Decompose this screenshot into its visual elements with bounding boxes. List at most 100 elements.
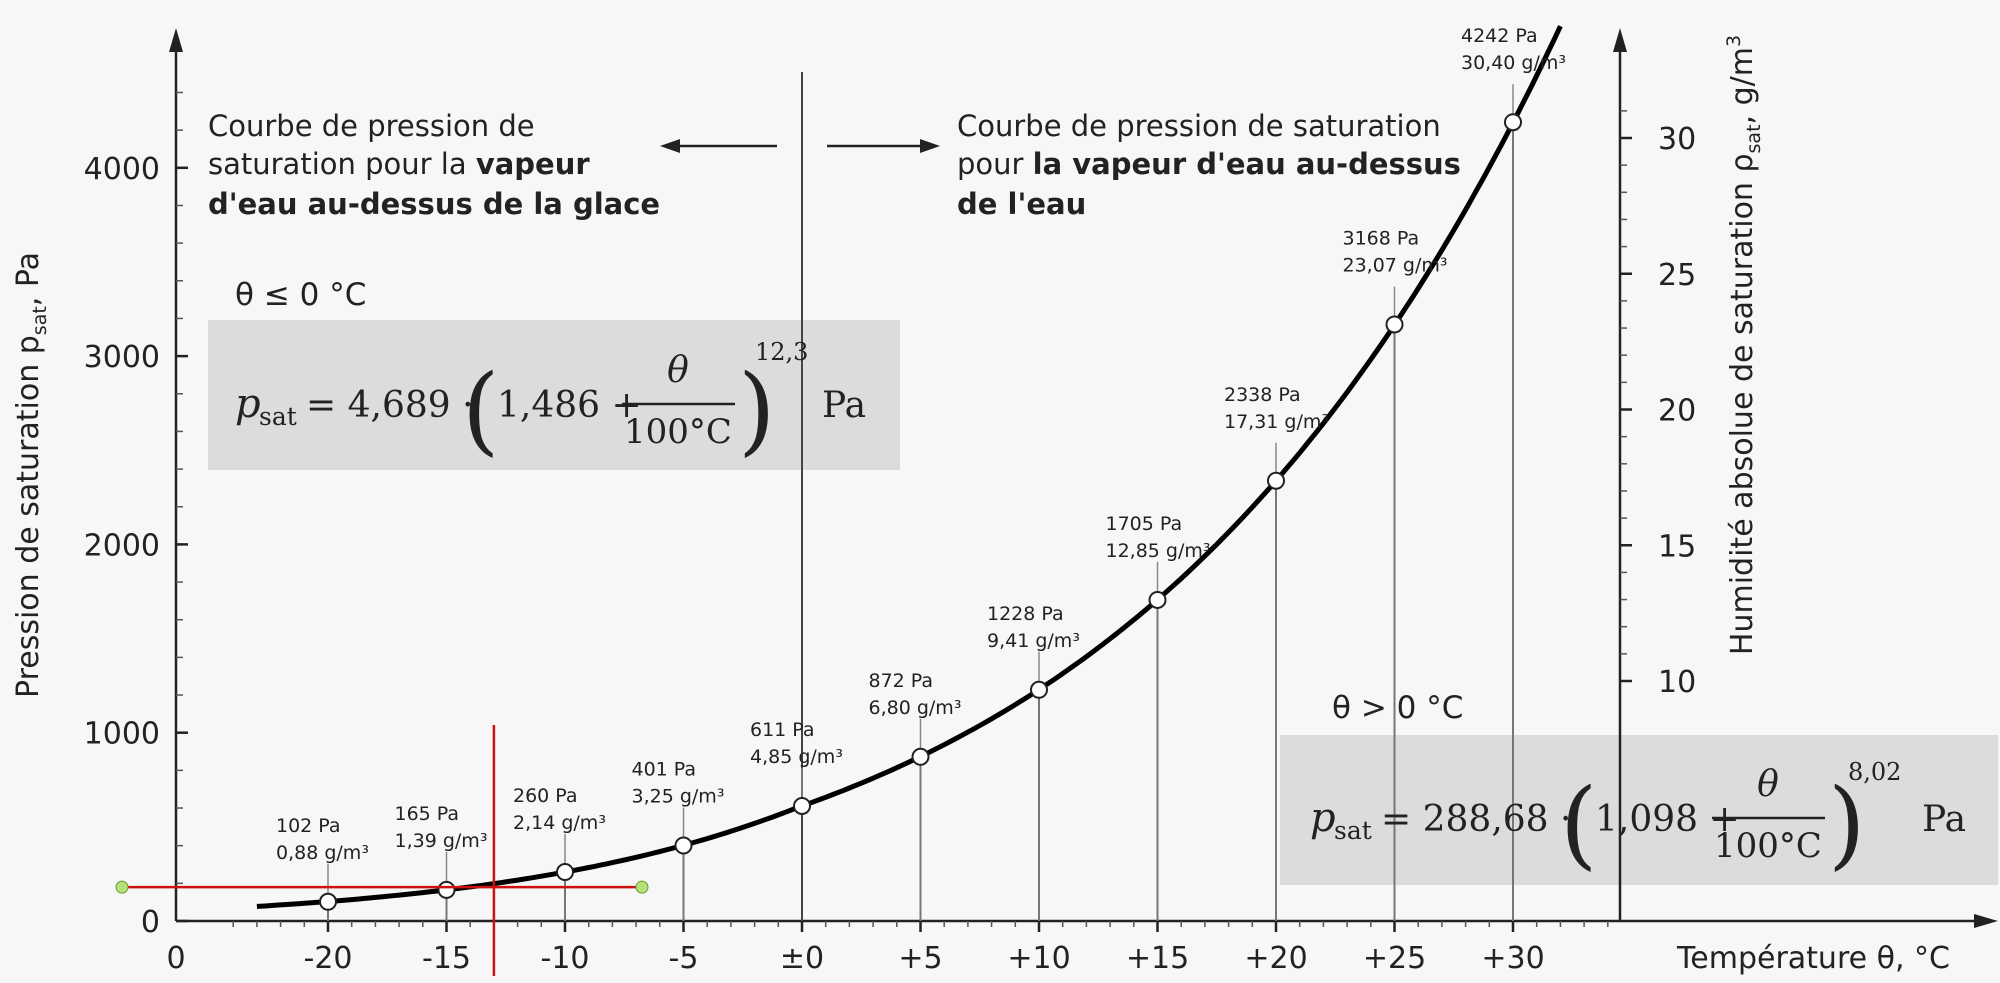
- y-left-tick-label: 2000: [84, 528, 160, 563]
- right-axis-arrow: [1613, 28, 1627, 52]
- x-tick-label: 0: [166, 941, 185, 976]
- note-ice: Courbe de pression de saturation pour la…: [208, 109, 660, 221]
- note-ice-line2-bold: vapeur: [476, 147, 591, 181]
- data-point: [556, 863, 574, 882]
- left-axis-arrow: [169, 28, 183, 52]
- point-label-pa: 611 Pa: [750, 719, 815, 741]
- y-axis-left-label-sub: sat: [29, 306, 51, 335]
- formula-ice-condition: θ ≤ 0 °C: [235, 277, 366, 313]
- point-label-pa: 4242 Pa: [1461, 25, 1538, 47]
- y-right-tick-label: 10: [1658, 665, 1696, 700]
- point-label-pa: 872 Pa: [869, 670, 934, 692]
- y-axis-right-label-unit: , g/m: [1725, 47, 1760, 124]
- note-water-line2: pour la vapeur d'eau au-dessus: [957, 147, 1461, 181]
- formula-water-base: 1,098 +: [1595, 799, 1740, 840]
- formula-water-condition: θ > 0 °C: [1332, 690, 1463, 726]
- points-layer: [319, 113, 1522, 911]
- point-label-gm: 12,85 g/m³: [1106, 540, 1211, 562]
- note-ice-line1: Courbe de pression de: [208, 109, 535, 143]
- formula-water-p: p: [1310, 795, 1336, 841]
- x-axis-label: Température θ, °C: [1676, 941, 1950, 976]
- x-tick-label: -5: [669, 941, 699, 976]
- point-label-gm: 23,07 g/m³: [1343, 254, 1448, 276]
- data-point: [1030, 680, 1048, 699]
- y-axis-left-label: Pression de saturation psat, Pa: [11, 252, 51, 698]
- point-label-pa: 102 Pa: [276, 815, 341, 837]
- point-label-gm: 3,25 g/m³: [632, 785, 725, 807]
- axes: [174, 40, 1985, 923]
- arrow-left-head: [660, 139, 680, 153]
- x-tick-label: -20: [304, 941, 353, 976]
- point-label-gm: 9,41 g/m³: [987, 630, 1080, 652]
- formula-ice-box: [208, 320, 900, 470]
- data-point: [674, 836, 693, 855]
- marker-handle-right[interactable]: [635, 880, 649, 894]
- x-axis-arrow: [1974, 914, 1998, 928]
- formula-ice-num: θ: [667, 350, 689, 391]
- data-point: [319, 892, 337, 911]
- x-tick-label: +10: [1007, 941, 1070, 976]
- ticks-layer: 0 -20 -15 -10 -5 ±0 +5 +10 +15 +20 +25 +30 0 1000 2000…: [84, 91, 1696, 976]
- point-label-gm: 17,31 g/m³: [1224, 411, 1329, 433]
- note-ice-line2-normal: saturation pour la: [208, 147, 476, 181]
- x-tick-label: +5: [898, 941, 942, 976]
- formula-water-rparen: ): [1828, 768, 1865, 880]
- formula-ice-rparen: ): [738, 354, 775, 466]
- data-point: [437, 880, 456, 899]
- point-labels-layer: 102 Pa 0,88 g/m³ 165 Pa 1,39 g/m³ 260 Pa 2,14…: [276, 25, 1566, 864]
- note-water-line1: Courbe de pression de saturation: [957, 109, 1441, 143]
- y-axis-left-label-main: Pression de saturation p: [11, 335, 46, 698]
- y-axis-right-label-sup: 3: [1723, 35, 1745, 47]
- formula-water-lparen: (: [1560, 768, 1597, 880]
- formula-ice-unit: Pa: [822, 385, 866, 426]
- point-label-gm: 2,14 g/m³: [513, 812, 606, 834]
- formula-ice-exp: 12,3: [755, 338, 808, 366]
- data-point: [1504, 113, 1522, 132]
- formula-ice-sub: sat: [259, 402, 297, 431]
- point-label-pa: 1705 Pa: [1106, 513, 1183, 535]
- note-water-line3: de l'eau: [957, 187, 1086, 221]
- y-right-tick-label: 25: [1658, 258, 1696, 293]
- note-water: Courbe de pression de saturation pour la…: [957, 109, 1461, 221]
- y-axis-right-label-main: Humidité absolue de saturation ρ: [1725, 153, 1760, 655]
- x-tick-label: ±0: [780, 941, 824, 976]
- formula-ice-lparen: (: [462, 354, 499, 466]
- point-label-pa: 260 Pa: [513, 785, 578, 807]
- data-point: [1385, 315, 1404, 334]
- y-left-tick-label: 1000: [84, 717, 160, 752]
- formula-water-unit: Pa: [1922, 799, 1966, 840]
- point-label-pa: 1228 Pa: [987, 603, 1064, 625]
- x-tick-label: +25: [1363, 941, 1426, 976]
- y-left-tick-label: 3000: [84, 340, 160, 375]
- note-arrows: [660, 139, 940, 153]
- marker-handle-left[interactable]: [115, 880, 129, 894]
- data-point: [1148, 590, 1167, 609]
- formula-water-box: [1280, 735, 1998, 885]
- formula-water: p sat = 288,68 · ( 1,098 + θ 100°C ) 8,0…: [1310, 758, 1966, 880]
- point-label-gm: 1,39 g/m³: [395, 830, 488, 852]
- crosshair-marker[interactable]: [115, 725, 649, 976]
- formula-ice-base: 1,486 +: [497, 385, 642, 426]
- note-water-line2-bold: la vapeur d'eau au-dessus: [1033, 147, 1461, 181]
- note-ice-line3: d'eau au-dessus de la glace: [208, 187, 660, 221]
- formula-ice-p: p: [235, 381, 261, 427]
- y-axis-right-label-sub: sat: [1743, 124, 1765, 153]
- x-tick-label: +30: [1481, 941, 1544, 976]
- point-label-pa: 3168 Pa: [1343, 227, 1420, 249]
- note-water-line2-normal: pour: [957, 147, 1033, 181]
- point-label-gm: 30,40 g/m³: [1461, 52, 1566, 74]
- formula-ice-eq: = 4,689 ·: [306, 385, 474, 426]
- formula-water-sub: sat: [1334, 816, 1372, 845]
- data-point: [793, 796, 811, 815]
- formula-ice-den: 100°C: [624, 412, 732, 452]
- point-label-pa: 165 Pa: [395, 803, 460, 825]
- x-tick-label: +20: [1244, 941, 1307, 976]
- y-left-tick-label: 4000: [84, 152, 160, 187]
- point-label-gm: 4,85 g/m³: [750, 746, 843, 768]
- data-point: [1267, 471, 1285, 490]
- arrow-right-head: [920, 139, 940, 153]
- formula-water-den: 100°C: [1714, 826, 1822, 866]
- point-label-gm: 0,88 g/m³: [276, 842, 369, 864]
- data-point: [911, 747, 930, 766]
